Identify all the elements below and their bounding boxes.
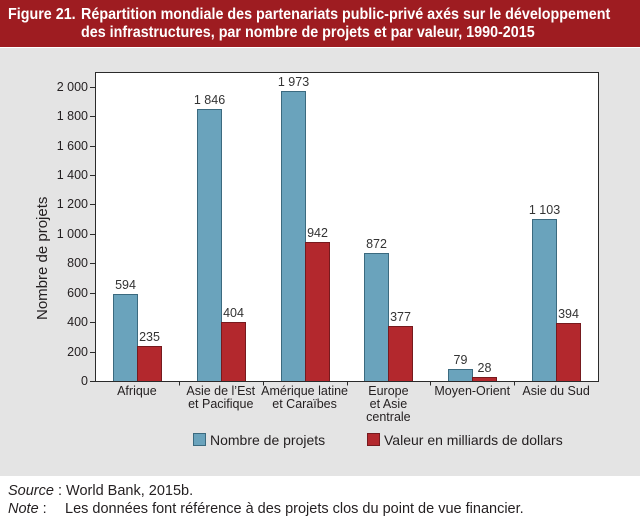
figure-header: Figure 21. Répartition mondiale des part… <box>0 0 640 47</box>
data-label: 79 <box>453 353 468 367</box>
data-label: 872 <box>366 237 387 251</box>
title-line: des infrastructures, par nombre de proje… <box>81 24 535 41</box>
data-label: 1 973 <box>277 75 310 89</box>
note-head: Note : <box>8 500 65 518</box>
y-tick-label: 1 200 <box>56 197 88 211</box>
figure-title: Figure 21. Répartition mondiale des part… <box>8 6 610 42</box>
source-label: Source <box>8 483 54 499</box>
data-label: 404 <box>223 306 244 320</box>
y-axis-title: Nombre de projets <box>34 196 51 320</box>
figure-number: Figure 21. <box>8 6 76 23</box>
chart-panel: 0 200 400 600 800 1 000 1 200 1 400 1 600 1 800 2 … <box>0 48 640 476</box>
legend-swatch-projects <box>193 433 206 446</box>
y-tick-label: 0 <box>81 374 88 388</box>
legend-label: Valeur en milliards de dollars <box>384 432 563 448</box>
data-label: 28 <box>477 361 492 375</box>
legend: Nombre de projets Valeur en milliards de… <box>190 430 570 450</box>
y-tick-label: 2 000 <box>56 80 88 94</box>
y-tick-label: 1 400 <box>56 168 88 182</box>
y-tick-label: 800 <box>67 256 88 270</box>
data-label: 235 <box>139 330 160 344</box>
title-line: Répartition mondiale des partenariats pu… <box>81 6 611 23</box>
bar-nombre-de-projets-amerique-latine-et-caraibes <box>281 91 306 382</box>
note-text: Les données font référence à des projets… <box>65 501 524 517</box>
data-label: 394 <box>558 307 579 321</box>
data-label: 594 <box>115 278 136 292</box>
data-label: 377 <box>390 310 411 324</box>
note-colon: : <box>42 501 47 517</box>
y-tick-label: 400 <box>67 315 88 329</box>
data-label: 1 103 <box>528 203 561 217</box>
bar-valeur-en-milliards-de-dollars-europe-et-asie-centrale <box>388 326 413 382</box>
legend-label: Nombre de projets <box>210 432 326 448</box>
data-label: 942 <box>307 226 328 240</box>
y-tick-label: 200 <box>67 345 88 359</box>
source-colon: : <box>57 483 63 499</box>
bar-chart <box>90 72 599 386</box>
x-tick-label: Afrique <box>117 384 157 398</box>
y-tick-label: 1 600 <box>56 139 88 153</box>
data-label: 1 846 <box>193 93 226 107</box>
source-text: World Bank, 2015b. <box>66 483 194 499</box>
chart-labels: 0 200 400 600 800 1 000 1 200 1 400 1 600 1 800 2 … <box>0 48 640 476</box>
x-tick-label: Europe et Asie centrale <box>366 384 411 424</box>
note-line: Note : Les données font référence à des p… <box>8 500 524 518</box>
bar-valeur-en-milliards-de-dollars-asie-de-l-est-et-pacifique <box>221 322 246 382</box>
x-tick-label: Amérique latine et Caraïbes <box>261 384 348 411</box>
note-label: Note <box>8 501 39 517</box>
x-tick-label: Asie de l’Est et Pacifique <box>186 384 256 411</box>
y-tick-label: 1 000 <box>56 227 88 241</box>
y-tick-label: 1 800 <box>56 109 88 123</box>
bar-nombre-de-projets-asie-du-sud <box>532 219 557 382</box>
plot-area <box>95 72 599 382</box>
y-tick-label: 600 <box>67 286 88 300</box>
bar-nombre-de-projets-asie-de-l-est-et-pacifique <box>197 109 222 382</box>
bar-valeur-en-milliards-de-dollars-amerique-latine-et-caraibes <box>305 242 330 382</box>
x-tick-label: Moyen-Orient <box>434 384 511 398</box>
legend-swatch-value <box>367 433 380 446</box>
source-line: Source : World Bank, 2015b. <box>8 482 193 500</box>
x-tick-label: Asie du Sud <box>522 384 590 398</box>
